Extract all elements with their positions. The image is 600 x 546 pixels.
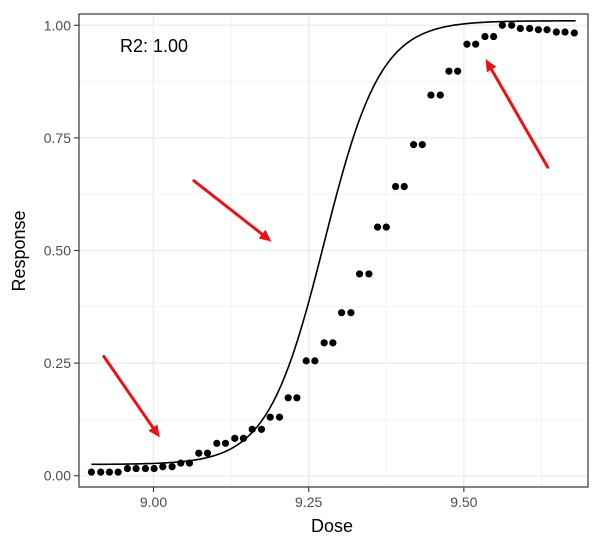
data-point <box>445 67 453 75</box>
red-arrows <box>102 59 550 438</box>
data-point <box>472 40 480 48</box>
arrow-shaft <box>490 67 550 169</box>
data-point <box>302 357 310 365</box>
data-point <box>347 309 355 317</box>
arrow-head <box>148 424 160 438</box>
data-point <box>463 40 471 48</box>
fit-curve <box>91 20 576 466</box>
data-point <box>570 29 578 37</box>
data-point <box>221 439 230 447</box>
data-point <box>400 182 408 191</box>
data-point <box>97 468 105 476</box>
x-tick-label: 9.25 <box>295 494 322 510</box>
data-point <box>526 24 534 33</box>
data-point <box>203 449 212 457</box>
data-point <box>436 91 444 99</box>
y-tick-label: 1.00 <box>44 17 71 33</box>
data-point <box>329 339 337 347</box>
y-tick-label: 0.25 <box>44 355 71 371</box>
data-point <box>275 413 284 421</box>
fit-curve-group <box>91 20 576 466</box>
arrow-shaft <box>102 354 155 430</box>
data-point <box>391 182 400 191</box>
data-point <box>150 464 158 473</box>
data-point <box>123 464 132 473</box>
data-point <box>382 223 390 231</box>
data-point <box>409 141 418 149</box>
data-point <box>490 32 498 41</box>
data-point <box>168 463 176 471</box>
data-point <box>248 425 256 433</box>
data-point <box>293 394 301 402</box>
arrow-head <box>258 229 272 242</box>
data-point <box>498 21 506 29</box>
data-point <box>239 434 248 442</box>
data-point <box>481 32 489 41</box>
data-point <box>257 425 266 433</box>
data-point <box>355 270 364 278</box>
data-point <box>320 339 328 347</box>
data-points <box>87 21 578 476</box>
data-point <box>87 468 96 476</box>
data-point <box>454 67 462 75</box>
data-point <box>561 28 569 36</box>
y-tick-label: 0.50 <box>44 243 71 259</box>
data-point <box>159 463 167 471</box>
r2-annotation: R2: 1.00 <box>120 36 188 56</box>
x-tick-label: 9.00 <box>140 494 167 510</box>
data-point <box>195 449 203 457</box>
data-point <box>534 26 542 34</box>
data-point <box>365 270 373 278</box>
data-point <box>418 141 426 149</box>
x-tick-label: 9.50 <box>450 494 477 510</box>
data-point <box>213 439 221 447</box>
x-axis-title: Dose <box>311 516 353 536</box>
data-point <box>266 413 274 421</box>
data-point <box>543 26 551 34</box>
arrow-shaft <box>192 179 264 236</box>
x-axis-ticks: 9.00 9.25 9.50 <box>140 487 478 510</box>
data-point <box>508 21 516 29</box>
data-point <box>516 24 524 33</box>
data-point <box>337 309 346 317</box>
data-point <box>284 394 292 402</box>
data-point <box>427 91 435 99</box>
y-axis-title: Response <box>9 210 29 291</box>
data-point <box>311 357 319 365</box>
y-tick-label: 0.00 <box>44 468 71 484</box>
data-point <box>132 464 140 473</box>
y-tick-label: 0.75 <box>44 130 71 146</box>
major-gridlines <box>79 14 588 487</box>
data-point <box>141 464 150 473</box>
arrow-head <box>485 59 497 73</box>
data-point <box>231 434 239 442</box>
data-point <box>185 459 194 467</box>
data-point <box>114 468 122 476</box>
data-point <box>552 28 560 36</box>
y-axis-ticks: 0.00 0.25 0.50 0.75 1.00 <box>44 17 79 484</box>
data-point <box>105 468 114 476</box>
data-point <box>177 459 185 467</box>
data-point <box>373 223 382 231</box>
